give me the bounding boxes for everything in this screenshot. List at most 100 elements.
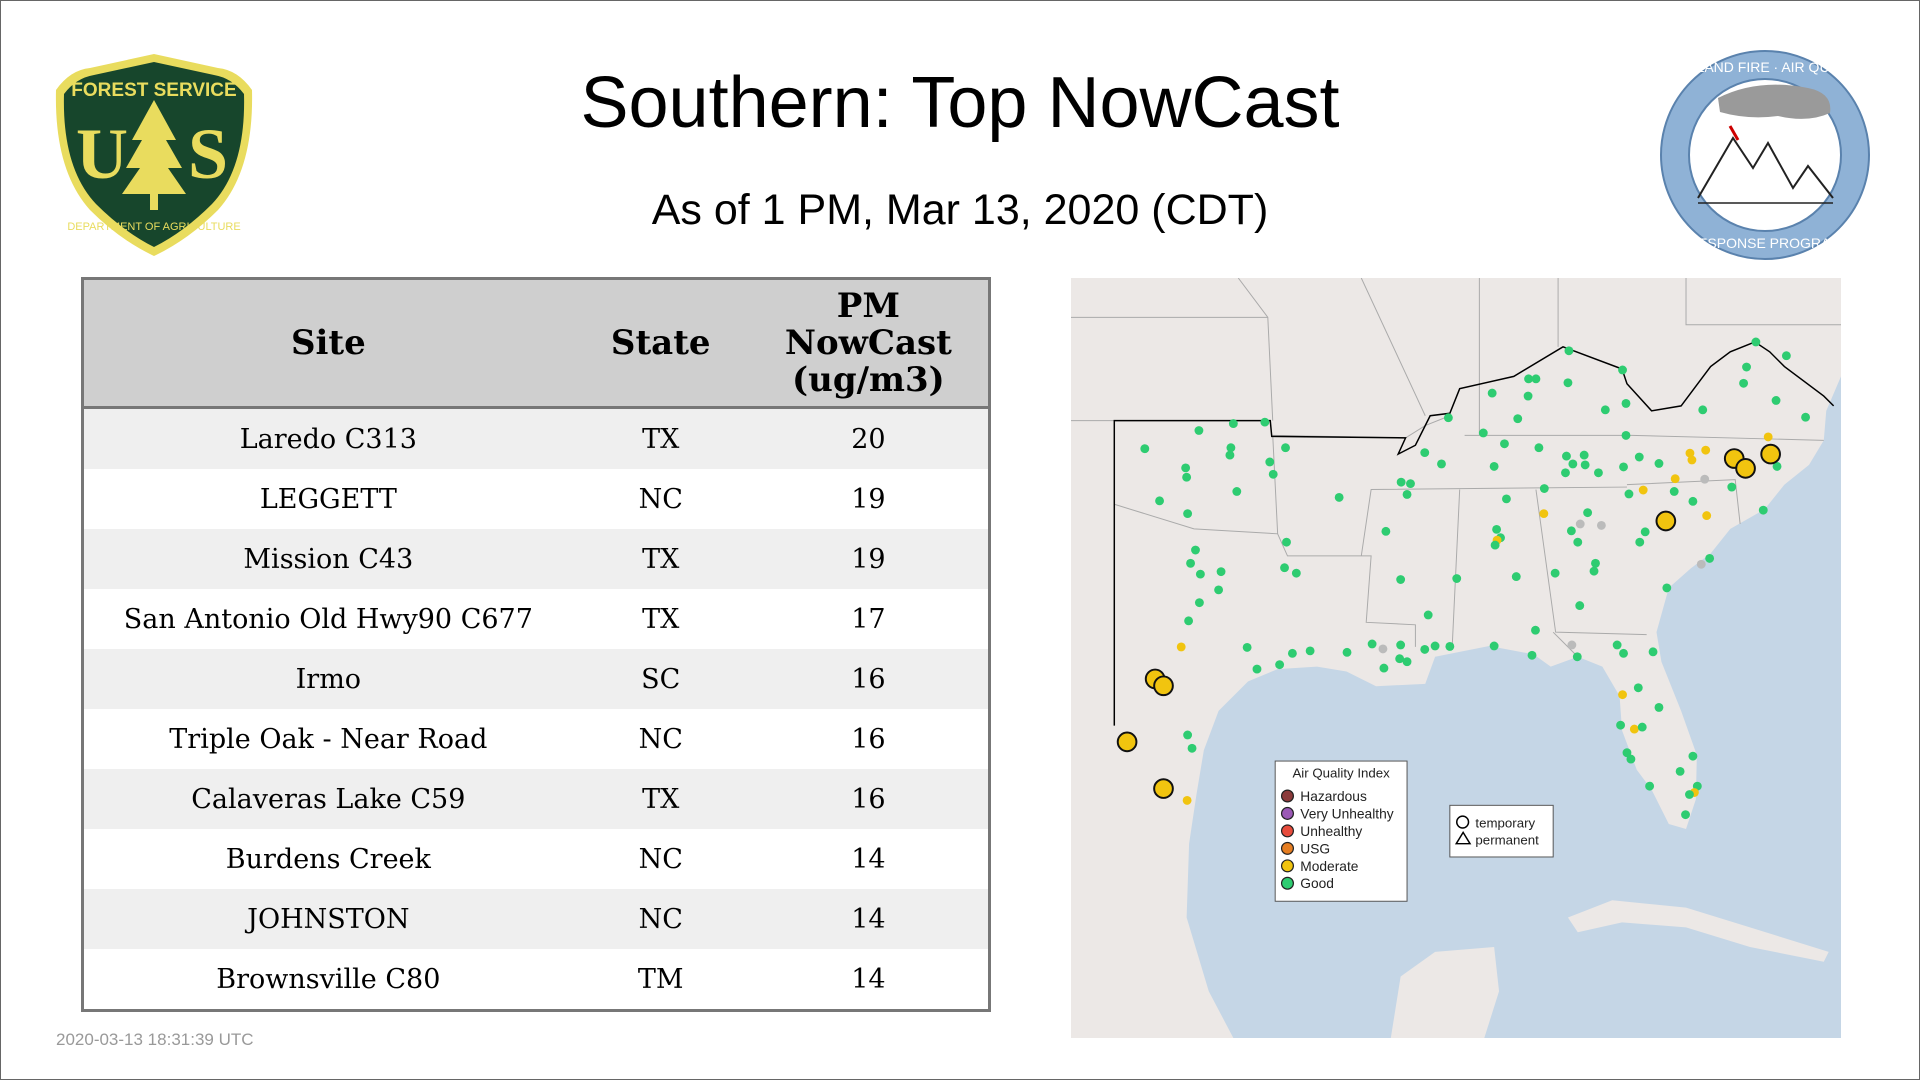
monitor-marker[interactable] [1367,639,1377,649]
monitor-marker[interactable] [1685,448,1695,458]
monitor-marker[interactable] [1688,496,1698,506]
monitor-marker[interactable] [1589,566,1599,576]
monitor-marker[interactable] [1430,641,1440,651]
monitor-marker[interactable] [1701,445,1711,455]
monitor-marker[interactable] [1395,654,1405,664]
monitor-marker[interactable] [1396,477,1406,487]
monitor-marker[interactable] [1645,781,1655,791]
monitor-marker[interactable] [1396,575,1406,584]
monitor-marker[interactable] [1702,511,1712,521]
monitor-marker[interactable] [1443,413,1453,423]
monitor-marker[interactable] [1445,642,1455,651]
monitor-marker[interactable] [1619,648,1628,658]
monitor-marker[interactable] [1452,574,1462,583]
monitor-marker[interactable] [1635,537,1645,547]
monitor-marker[interactable] [1624,489,1634,499]
monitor-marker[interactable] [1654,459,1664,468]
monitor-marker[interactable] [1621,399,1631,408]
monitor-marker[interactable] [1687,455,1697,465]
monitor-marker[interactable] [1531,625,1540,635]
monitor-marker[interactable] [1225,450,1235,460]
monitor-marker[interactable] [1305,646,1315,656]
monitor-marker[interactable] [1751,337,1761,347]
monitor-marker[interactable] [1195,569,1205,579]
monitor-marker[interactable] [1669,487,1679,496]
monitor-marker[interactable] [1681,810,1690,820]
monitor-marker[interactable] [1580,460,1590,470]
monitor-marker[interactable] [1527,650,1537,660]
monitor-marker[interactable] [1688,751,1698,761]
monitor-marker[interactable] [1564,346,1574,356]
monitor-marker[interactable] [1662,583,1672,593]
monitor-marker[interactable] [1181,463,1191,473]
monitor-marker[interactable] [1573,537,1583,547]
monitor-marker[interactable] [1140,444,1150,454]
monitor-marker[interactable] [1242,642,1252,652]
monitor-marker[interactable] [1640,527,1650,537]
monitor-marker[interactable] [1675,766,1685,776]
monitor-marker[interactable] [1534,443,1544,453]
monitor-marker[interactable] [1226,443,1236,453]
monitor-marker[interactable] [1523,391,1533,401]
monitor-marker[interactable] [1539,484,1549,493]
top-site-marker[interactable] [1116,731,1138,753]
monitor-marker[interactable] [1500,439,1509,449]
monitor-marker[interactable] [1616,720,1626,730]
monitor-marker[interactable] [1705,553,1715,563]
monitor-marker[interactable] [1629,724,1639,734]
monitor-marker[interactable] [1596,521,1606,530]
monitor-marker[interactable] [1698,405,1708,415]
monitor-marker[interactable] [1291,568,1301,578]
monitor-marker[interactable] [1619,462,1628,472]
monitor-marker[interactable] [1183,509,1193,519]
monitor-marker[interactable] [1511,572,1521,582]
monitor-marker[interactable] [1758,505,1768,515]
top-site-marker[interactable] [1153,675,1174,697]
monitor-marker[interactable] [1568,459,1578,469]
monitor-marker[interactable] [1772,461,1782,471]
monitor-marker[interactable] [1194,598,1204,608]
monitor-marker[interactable] [1260,417,1270,427]
monitor-marker[interactable] [1287,648,1297,658]
monitor-marker[interactable] [1183,730,1193,740]
monitor-marker[interactable] [1572,652,1582,662]
monitor-marker[interactable] [1214,585,1224,595]
monitor-marker[interactable] [1513,414,1523,424]
monitor-marker[interactable] [1182,472,1192,482]
monitor-marker[interactable] [1562,451,1571,461]
monitor-marker[interactable] [1176,642,1186,652]
monitor-marker[interactable] [1487,388,1497,398]
monitor-marker[interactable] [1575,519,1585,529]
monitor-marker[interactable] [1524,374,1533,384]
monitor-marker[interactable] [1423,610,1433,620]
monitor-marker[interactable] [1781,351,1791,361]
monitor-marker[interactable] [1406,479,1415,489]
monitor-marker[interactable] [1420,644,1430,654]
monitor-marker[interactable] [1420,448,1430,458]
monitor-marker[interactable] [1634,452,1644,462]
monitor-marker[interactable] [1561,468,1570,478]
monitor-marker[interactable] [1489,461,1499,471]
monitor-marker[interactable] [1265,457,1275,467]
monitor-marker[interactable] [1575,601,1585,611]
monitor-marker[interactable] [1531,374,1541,384]
monitor-marker[interactable] [1490,540,1500,550]
monitor-marker[interactable] [1502,494,1511,504]
monitor-marker[interactable] [1563,378,1573,388]
monitor-marker[interactable] [1381,526,1391,536]
monitor-marker[interactable] [1186,558,1195,568]
monitor-marker[interactable] [1739,378,1749,388]
monitor-marker[interactable] [1334,492,1344,502]
monitor-marker[interactable] [1182,795,1192,805]
monitor-marker[interactable] [1583,508,1593,518]
monitor-marker[interactable] [1402,657,1412,667]
monitor-marker[interactable] [1184,616,1194,626]
monitor-marker[interactable] [1191,545,1200,555]
monitor-marker[interactable] [1618,690,1627,700]
monitor-marker[interactable] [1626,754,1636,764]
top-site-marker[interactable] [1735,458,1756,479]
monitor-marker[interactable] [1232,487,1242,496]
monitor-marker[interactable] [1637,722,1647,732]
monitor-marker[interactable] [1700,474,1710,484]
monitor-marker[interactable] [1600,405,1610,415]
